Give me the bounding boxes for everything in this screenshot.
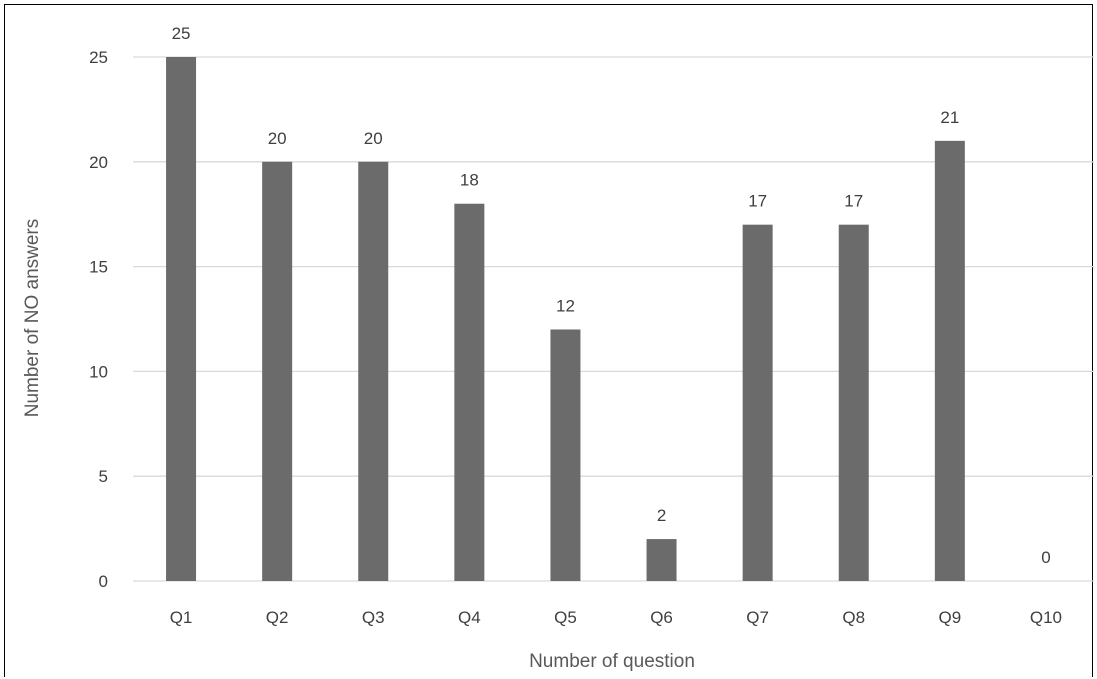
x-tick-label-q8: Q8 bbox=[842, 608, 865, 627]
x-tick-label-q6: Q6 bbox=[650, 608, 673, 627]
x-tick-label-q3: Q3 bbox=[362, 608, 385, 627]
bar-q3 bbox=[358, 161, 389, 582]
data-label-q5: 12 bbox=[556, 296, 575, 315]
data-label-q2: 20 bbox=[268, 129, 287, 148]
bar-q5 bbox=[550, 329, 581, 581]
bar-q7 bbox=[742, 224, 773, 581]
x-axis-ticks: Q1 Q2 Q3 Q4 Q5 Q6 Q7 Q8 Q9 Q10 bbox=[170, 608, 1062, 627]
data-label-q9: 21 bbox=[940, 108, 959, 127]
y-tick-label: 25 bbox=[89, 48, 108, 67]
gridlines bbox=[133, 56, 1094, 582]
data-label-q6: 2 bbox=[657, 506, 666, 525]
x-tick-label-q5: Q5 bbox=[554, 608, 577, 627]
bar-q4 bbox=[454, 203, 485, 581]
bar-q8 bbox=[838, 224, 869, 581]
bar-q9 bbox=[934, 140, 965, 581]
y-axis-title: Number of NO answers bbox=[22, 219, 43, 418]
data-label-q3: 20 bbox=[364, 129, 383, 148]
bar-q1 bbox=[166, 57, 197, 581]
x-tick-label-q10: Q10 bbox=[1030, 608, 1062, 627]
y-tick-label: 0 bbox=[99, 572, 108, 591]
data-label-q7: 17 bbox=[748, 192, 767, 211]
data-label-q4: 18 bbox=[460, 171, 479, 190]
x-tick-label-q1: Q1 bbox=[170, 608, 193, 627]
y-tick-label: 20 bbox=[89, 153, 108, 172]
y-tick-label: 5 bbox=[99, 467, 108, 486]
data-label-q8: 17 bbox=[844, 192, 863, 211]
x-tick-label-q9: Q9 bbox=[939, 608, 962, 627]
bar-q2 bbox=[262, 161, 293, 582]
data-labels: 25 20 20 18 12 2 17 17 21 0 bbox=[172, 24, 1051, 567]
bar-q6 bbox=[646, 539, 677, 581]
x-axis-title: Number of question bbox=[529, 651, 695, 672]
y-axis-ticks: 0 5 10 15 20 25 bbox=[89, 48, 108, 591]
y-tick-label: 15 bbox=[89, 258, 108, 277]
bars bbox=[166, 57, 965, 582]
y-tick-label: 10 bbox=[89, 362, 108, 381]
x-tick-label-q4: Q4 bbox=[458, 608, 481, 627]
data-label-q10: 0 bbox=[1041, 548, 1050, 567]
x-tick-label-q7: Q7 bbox=[746, 608, 769, 627]
data-label-q1: 25 bbox=[172, 24, 191, 43]
x-tick-label-q2: Q2 bbox=[266, 608, 289, 627]
